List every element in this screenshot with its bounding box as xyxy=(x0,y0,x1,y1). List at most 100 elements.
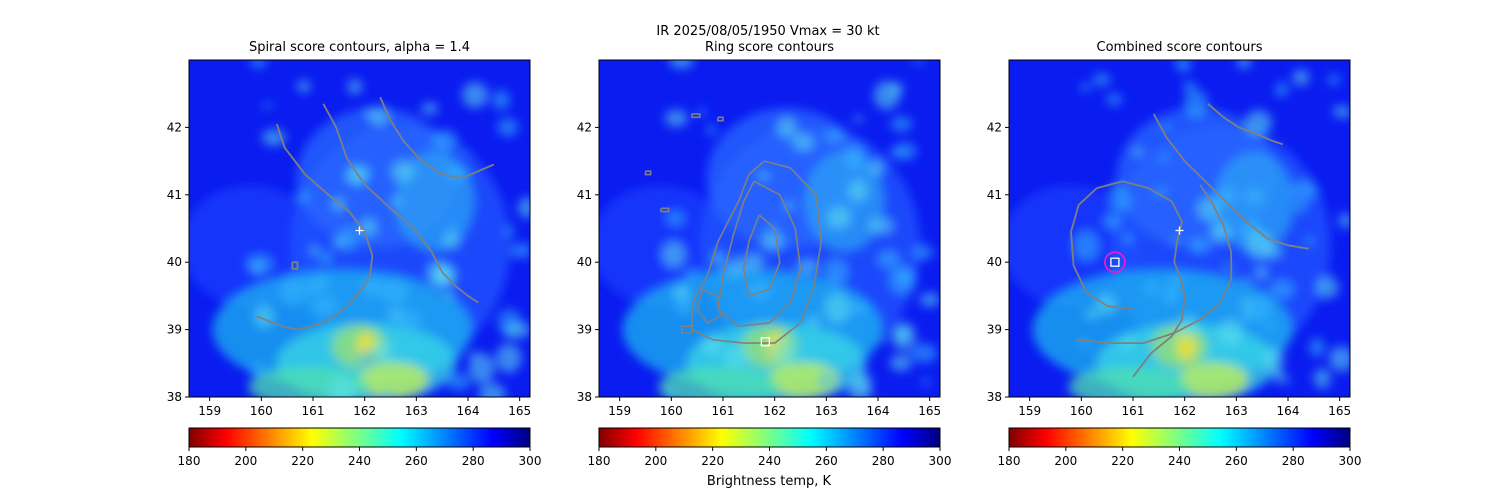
y-tick-label: 38 xyxy=(987,390,1002,404)
image-cloud-speck xyxy=(1338,213,1350,229)
image-cloud-speck xyxy=(309,245,319,255)
score-contour xyxy=(680,325,693,334)
y-tick-label: 42 xyxy=(167,120,182,134)
image-cloud-speck xyxy=(328,376,357,397)
image-cloud-speck xyxy=(868,217,894,235)
image-cloud-speck xyxy=(826,206,851,229)
y-tick-label: 40 xyxy=(987,255,1002,269)
image-cloud-speck xyxy=(890,116,913,132)
image-cloud-speck xyxy=(295,190,310,203)
image-cloud-speck xyxy=(889,147,904,158)
image-cloud-speck xyxy=(447,222,457,233)
image-cloud-speck xyxy=(889,354,913,372)
image-cloud-speck xyxy=(1103,212,1122,230)
image-cloud-speck xyxy=(478,383,506,397)
image-cloud-speck xyxy=(1246,295,1272,322)
image-cloud-speck xyxy=(889,82,904,95)
image-cloud-speck xyxy=(824,128,845,143)
image-cloud-speck xyxy=(1262,348,1285,372)
score-contour xyxy=(1152,113,1309,250)
image-texture xyxy=(189,60,530,397)
image-cloud-speck xyxy=(371,341,393,361)
image-cloud-speck xyxy=(848,180,869,202)
y-tick-label: 39 xyxy=(167,323,182,337)
panel-2: Ring score contours 159 160 161 162 163 164 165… xyxy=(577,40,952,468)
image-cloud-speck xyxy=(792,133,815,152)
image-cloud-speck xyxy=(426,367,436,374)
score-contour xyxy=(717,180,802,327)
score-contour xyxy=(742,214,781,297)
image-cloud-speck xyxy=(1316,276,1339,299)
score-contour xyxy=(691,160,822,344)
x-tick-label: 160 xyxy=(1070,404,1093,418)
x-tick-label: 163 xyxy=(1225,404,1248,418)
image-cloud-speck xyxy=(757,172,770,181)
image-cloud-speck xyxy=(250,363,265,378)
axes-frame xyxy=(598,59,941,398)
y-tick-label: 38 xyxy=(577,390,592,404)
score-contour xyxy=(717,116,724,122)
colorbar-tick-label: 260 xyxy=(1225,454,1248,468)
image-cloud-speck xyxy=(684,268,701,280)
image-cloud-speck xyxy=(824,292,851,324)
image-cloud-speck xyxy=(912,244,934,261)
x-tick-label: 165 xyxy=(918,404,941,418)
image-cloud-speck xyxy=(868,158,885,176)
image-cloud-speck xyxy=(305,279,319,296)
image-cloud-speck xyxy=(664,389,677,397)
image-cloud-speck xyxy=(1092,73,1111,87)
x-tick-label: 165 xyxy=(508,404,531,418)
image-cloud-speck xyxy=(696,108,706,116)
score-contour xyxy=(660,207,670,213)
image-cloud-speck xyxy=(1313,368,1331,389)
colorbar xyxy=(1008,427,1351,448)
image-cloud-speck xyxy=(723,345,749,369)
colorbar-tick-label: 180 xyxy=(178,454,201,468)
image-cloud-speck xyxy=(1274,82,1289,97)
image-cloud-speck xyxy=(1216,186,1237,206)
image-cloud-speck xyxy=(921,378,931,386)
image-cloud-speck xyxy=(391,160,415,182)
colorbar-tick-label: 300 xyxy=(1339,454,1362,468)
image-cloud-speck xyxy=(661,241,686,269)
figure-suptitle: IR 2025/08/05/1950 Vmax = 30 kt xyxy=(656,24,879,39)
image-cloud-speck xyxy=(1272,368,1286,383)
image-cloud-speck xyxy=(1188,238,1210,254)
image-cloud-speck xyxy=(383,391,394,397)
image-cloud-speck xyxy=(1175,60,1192,73)
colorbar-tick-label: 240 xyxy=(1168,454,1191,468)
image-cloud-speck xyxy=(318,251,334,265)
image-cloud-speck xyxy=(1246,230,1272,260)
image-cloud-region xyxy=(1178,362,1249,397)
image-cloud-speck xyxy=(1294,200,1307,213)
image-cloud-speck xyxy=(509,321,530,339)
x-tick-label: 162 xyxy=(1173,404,1196,418)
image-cloud-speck xyxy=(844,143,867,169)
y-tick-label: 38 xyxy=(167,390,182,404)
center-square-marker xyxy=(760,337,771,347)
image-cloud-speck xyxy=(1106,93,1123,106)
image-cloud-speck xyxy=(460,150,469,156)
image-cloud-speck xyxy=(445,291,455,300)
score-contour xyxy=(291,261,299,270)
y-tick-label: 41 xyxy=(987,188,1002,202)
x-tick-label: 163 xyxy=(815,404,838,418)
score-contour xyxy=(322,103,479,304)
colorbar xyxy=(598,427,941,448)
image-cloud-speck xyxy=(888,265,917,295)
image-cloud-speck xyxy=(717,266,737,279)
image-texture xyxy=(599,60,940,397)
panels: Spiral score contours, alpha = 1.4 159 160… xyxy=(167,40,1362,468)
combined-center-circle xyxy=(1104,251,1126,274)
colorbar-tick-label: 280 xyxy=(872,454,895,468)
image-cloud-speck xyxy=(468,353,495,384)
image-cloud-speck xyxy=(1257,123,1266,132)
x-tick-label: 159 xyxy=(1018,404,1041,418)
colorbar-tick-label: 220 xyxy=(1111,454,1134,468)
x-tick-label: 165 xyxy=(1328,404,1351,418)
colorbar-tick-label: 200 xyxy=(234,454,257,468)
image-cloud-speck xyxy=(387,310,404,320)
image-cloud-speck xyxy=(431,129,458,151)
image-cloud-speck xyxy=(381,278,409,306)
